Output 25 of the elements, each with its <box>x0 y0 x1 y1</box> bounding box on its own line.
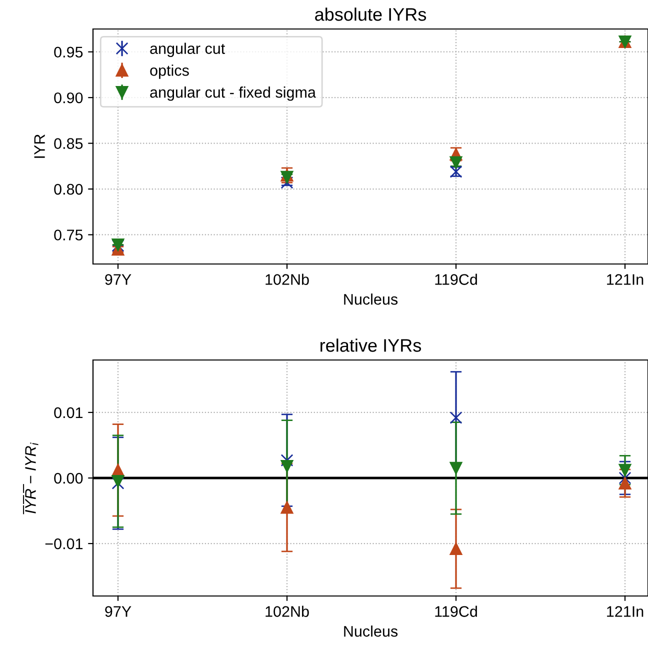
y-tick-label: 0.90 <box>54 92 83 104</box>
y-tick-label: 0.75 <box>54 230 83 240</box>
x-tick-label: 119Cd <box>435 606 477 617</box>
y-tick-label: 0.00 <box>54 472 83 484</box>
x-tick-label: 97Y <box>105 274 132 285</box>
x-tick-label: 97Y <box>105 606 132 617</box>
x-axis-title: Nucleus <box>344 626 398 637</box>
x-axis-title: Nucleus <box>344 294 398 305</box>
x-tick-label: 121In <box>607 606 644 617</box>
x-tick-label: 102Nb <box>266 606 309 617</box>
x-tick-label: 102Nb <box>266 274 309 285</box>
x-tick-label: 119Cd <box>435 274 477 285</box>
legend-label: optics <box>150 64 189 79</box>
y-axis-title: I̅Y̅R̅ − IYR$_{i}$ <box>23 442 38 514</box>
y-tick-label: 0.80 <box>54 184 83 195</box>
chart-title: relative IYRs <box>320 338 422 352</box>
y-tick-label: 0.95 <box>54 46 83 58</box>
y-tick-label: 0.85 <box>54 138 83 149</box>
y-axis-title: IYR <box>34 134 45 158</box>
y-tick-label: −0.01 <box>45 538 83 550</box>
x-tick-label: 121In <box>607 274 644 285</box>
legend-label: angular cut - fixed sigma <box>150 86 316 101</box>
chart-title: absolute IYRs <box>315 8 426 21</box>
y-tick-label: 0.01 <box>54 407 83 418</box>
legend-label: angular cut <box>150 42 226 57</box>
